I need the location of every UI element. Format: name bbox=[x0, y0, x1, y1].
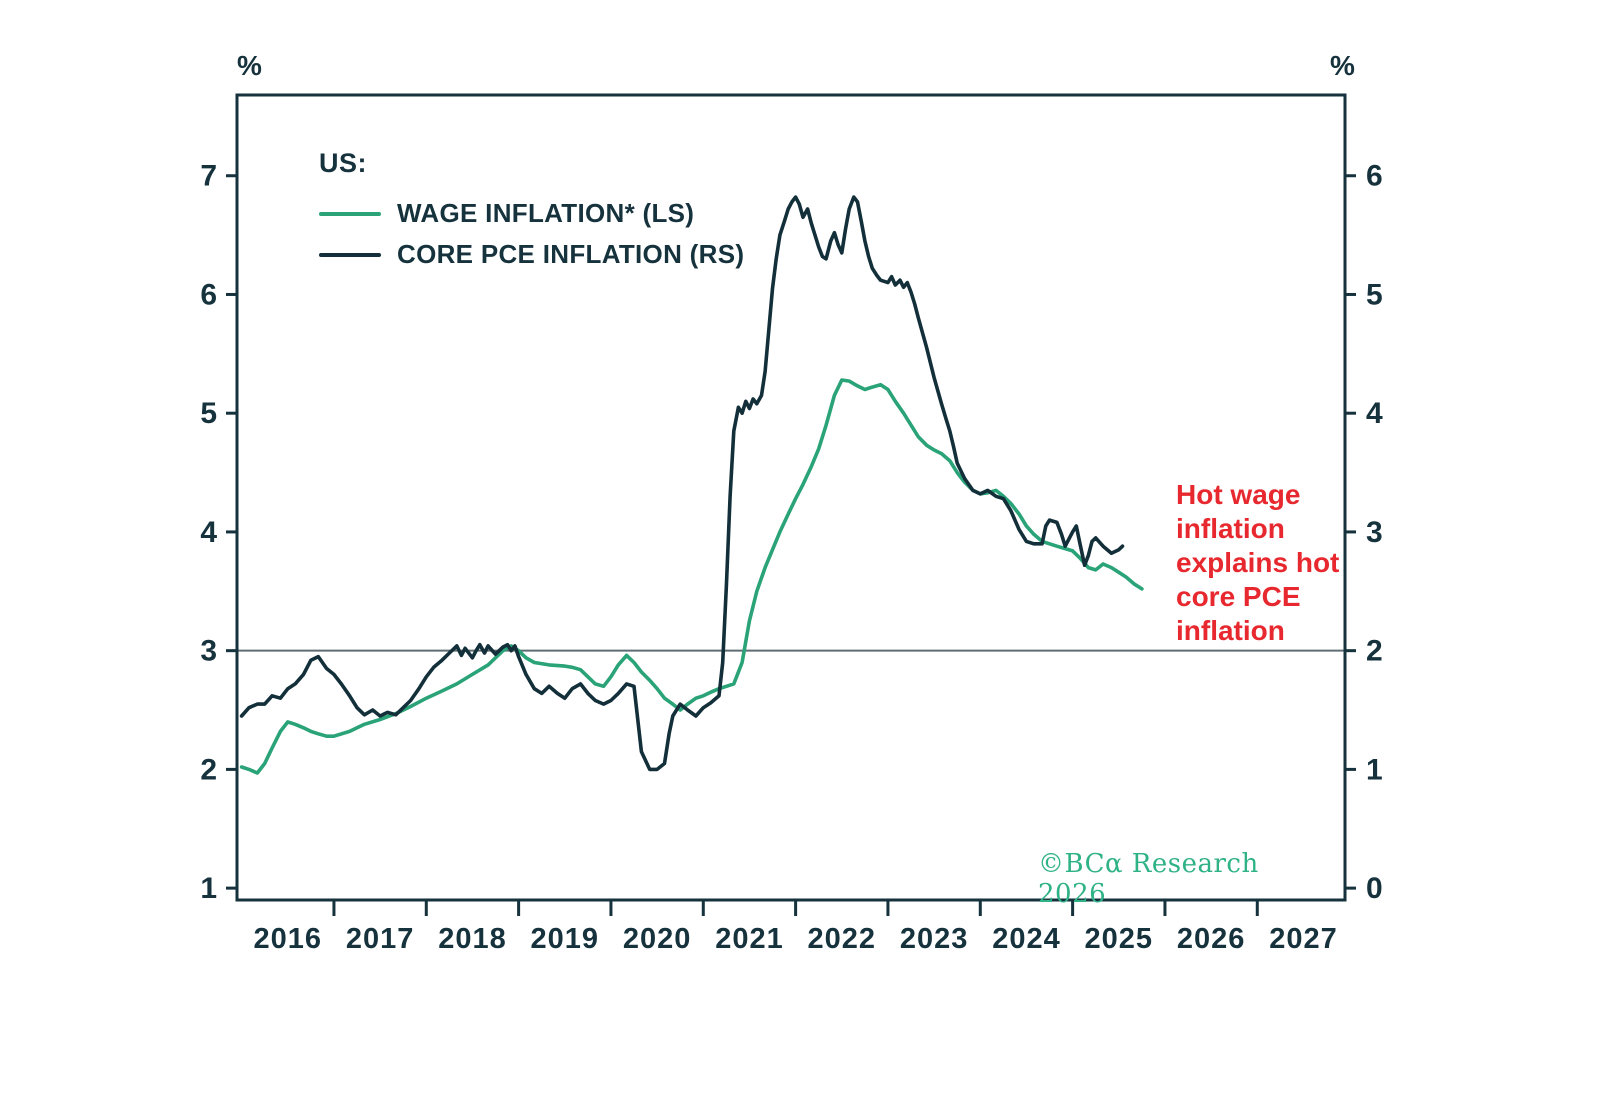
plot-frame bbox=[235, 93, 1347, 902]
copyright-watermark: ©BCα Research 2026 bbox=[1038, 849, 1259, 909]
x-axis-year-label: 2019 bbox=[531, 923, 600, 955]
left-axis-unit: % bbox=[237, 50, 262, 81]
x-axis-year-label: 2016 bbox=[254, 923, 323, 955]
x-axis-year-label: 2020 bbox=[623, 923, 692, 955]
left-axis-tick-label: 1 bbox=[200, 872, 217, 905]
legend: US: WAGE INFLATION* (LS) CORE PCE INFLAT… bbox=[319, 148, 744, 275]
right-axis-tick-label: 6 bbox=[1366, 160, 1383, 193]
right-axis-tick-label: 3 bbox=[1366, 516, 1383, 549]
right-axis-tick-label: 1 bbox=[1366, 753, 1383, 786]
x-axis-year-label: 2017 bbox=[346, 923, 415, 955]
right-axis-tick-label: 4 bbox=[1366, 397, 1383, 430]
wage-inflation-swatch bbox=[319, 211, 381, 216]
wage-inflation-line bbox=[239, 378, 1144, 775]
left-axis-tick-label: 3 bbox=[200, 635, 217, 668]
right-axis-tick-label: 0 bbox=[1366, 872, 1383, 905]
right-axis-tick-label: 2 bbox=[1366, 635, 1383, 668]
left-axis-tick-label: 6 bbox=[200, 278, 217, 311]
legend-title: US: bbox=[319, 148, 367, 178]
legend-item-core-pce-inflation: CORE PCE INFLATION (RS) bbox=[319, 234, 744, 275]
left-axis-tick-label: 7 bbox=[200, 160, 217, 193]
x-axis-year-label: 2027 bbox=[1269, 923, 1338, 955]
right-axis-unit: % bbox=[1330, 50, 1355, 81]
annotation-hot-wage-inflation: Hot wage inflation explains hot core PCE… bbox=[1176, 479, 1340, 646]
core-pce-inflation-line bbox=[239, 195, 1125, 772]
right-axis-tick-label: 5 bbox=[1366, 278, 1383, 311]
x-axis-year-label: 2021 bbox=[715, 923, 784, 955]
left-axis-tick-label: 2 bbox=[200, 753, 217, 786]
left-axis-tick-label: 5 bbox=[200, 397, 217, 430]
x-axis-year-label: 2024 bbox=[992, 923, 1061, 955]
core-pce-inflation-label: CORE PCE INFLATION (RS) bbox=[397, 239, 745, 269]
x-axis-year-label: 2023 bbox=[900, 923, 969, 955]
left-axis-tick-label: 4 bbox=[200, 516, 217, 549]
x-axis-year-label: 2018 bbox=[438, 923, 507, 955]
wage-inflation-label: WAGE INFLATION* (LS) bbox=[397, 198, 695, 228]
x-axis-year-label: 2026 bbox=[1177, 923, 1246, 955]
x-axis-year-label: 2025 bbox=[1085, 923, 1154, 955]
core-pce-inflation-swatch bbox=[319, 252, 381, 257]
x-axis-year-label: 2022 bbox=[808, 923, 877, 955]
legend-item-wage-inflation: WAGE INFLATION* (LS) bbox=[319, 193, 744, 234]
